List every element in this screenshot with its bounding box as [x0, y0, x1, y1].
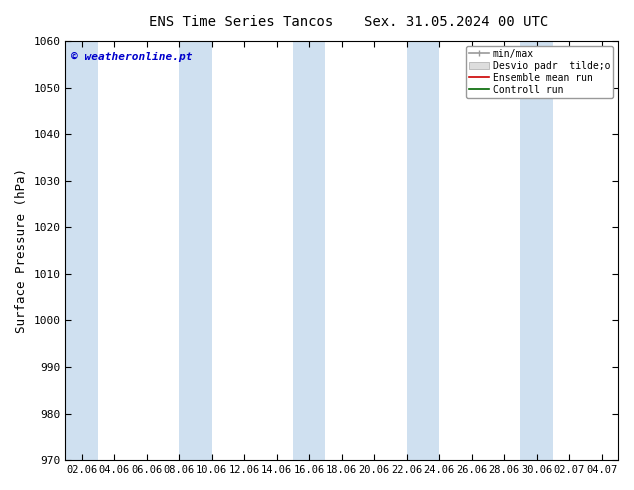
Bar — [521, 41, 553, 460]
Bar — [406, 41, 439, 460]
Bar — [293, 41, 325, 460]
Text: ENS Time Series Tancos: ENS Time Series Tancos — [149, 15, 333, 29]
Text: © weatheronline.pt: © weatheronline.pt — [71, 51, 193, 62]
Bar — [179, 41, 212, 460]
Text: Sex. 31.05.2024 00 UTC: Sex. 31.05.2024 00 UTC — [365, 15, 548, 29]
Y-axis label: Surface Pressure (hPa): Surface Pressure (hPa) — [15, 168, 28, 333]
Legend: min/max, Desvio padr  tilde;o, Ensemble mean run, Controll run: min/max, Desvio padr tilde;o, Ensemble m… — [466, 46, 613, 98]
Bar — [65, 41, 98, 460]
